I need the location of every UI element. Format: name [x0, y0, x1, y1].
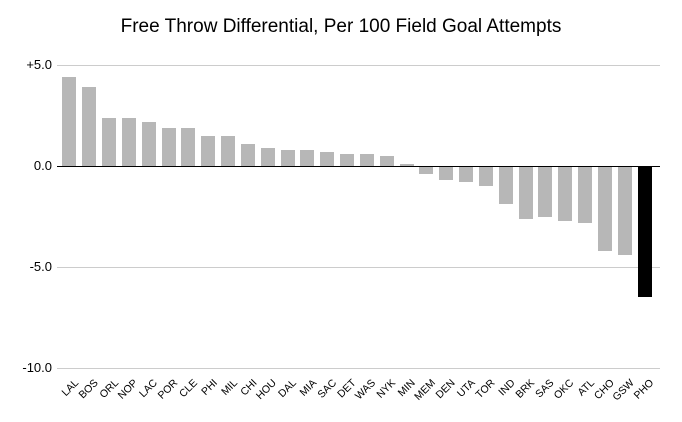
bar-cho — [597, 166, 612, 251]
x-axis-label-bos: BOS — [76, 377, 101, 402]
x-axis-label-ind: IND — [495, 377, 518, 399]
x-axis-label-uta: UTA — [454, 377, 478, 400]
bar-nop — [121, 117, 136, 166]
x-axis-label-cle: CLE — [176, 377, 200, 400]
x-axis-label-orl: ORL — [96, 377, 121, 401]
bar-mia — [300, 149, 315, 166]
bar-lac — [141, 121, 156, 166]
bar-den — [439, 166, 454, 181]
x-axis-label-mem: MEM — [412, 377, 438, 403]
bar-chi — [240, 143, 255, 166]
bar-was — [359, 153, 374, 166]
x-axis-label-dal: DAL — [276, 377, 300, 400]
x-axis-label-okc: OKC — [552, 377, 577, 402]
bar-okc — [558, 166, 573, 221]
x-axis-label-was: WAS — [353, 377, 379, 403]
zero-line — [57, 166, 660, 167]
x-axis-label-sas: SAS — [533, 377, 557, 401]
bar-pho — [637, 166, 652, 298]
bar-atl — [578, 166, 593, 223]
bar-min — [399, 164, 414, 166]
x-axis-label-tor: TOR — [473, 377, 498, 402]
x-axis-label-nop: NOP — [115, 377, 141, 402]
x-axis-label-nyk: NYK — [374, 377, 399, 401]
bar-ind — [498, 166, 513, 205]
bar-lal — [62, 77, 77, 166]
x-axis-label-phi: PHI — [198, 377, 220, 398]
bar-hou — [260, 147, 275, 166]
y-axis-tick-label: -5.0 — [29, 259, 52, 274]
bar-orl — [102, 117, 117, 166]
x-axis-label-den: DEN — [433, 377, 458, 402]
x-axis-label-sac: SAC — [314, 377, 339, 401]
bar-por — [161, 127, 176, 166]
chart-title: Free Throw Differential, Per 100 Field G… — [120, 16, 562, 37]
x-axis-label-lac: LAC — [137, 377, 161, 400]
bar-gsw — [617, 166, 632, 255]
bar-cle — [181, 127, 196, 166]
x-axis-label-pho: PHO — [631, 377, 657, 402]
gridline — [57, 267, 660, 268]
gridline — [57, 368, 660, 369]
bar-phi — [201, 135, 216, 166]
bar-sas — [538, 166, 553, 217]
x-axis-label-brk: BRK — [513, 377, 538, 401]
x-axis-label-lal: LAL — [59, 377, 81, 399]
bar-sac — [320, 151, 335, 166]
y-axis-tick-label: +5.0 — [26, 57, 52, 72]
x-axis-label-mil: MIL — [218, 377, 240, 398]
bar-mil — [221, 135, 236, 166]
x-axis-label-mia: MIA — [297, 377, 319, 399]
bar-uta — [459, 166, 474, 183]
bar-mem — [419, 166, 434, 175]
x-axis-label-hou: HOU — [254, 377, 280, 402]
bar-nyk — [379, 155, 394, 166]
x-axis-label-por: POR — [155, 377, 181, 402]
y-axis-tick-label: 0.0 — [33, 158, 52, 173]
bar-det — [340, 153, 355, 166]
bar-tor — [478, 166, 493, 187]
y-axis-tick-label: -10.0 — [22, 360, 52, 375]
x-axis-label-cho: CHO — [591, 377, 617, 402]
x-axis-label-det: DET — [335, 377, 359, 401]
gridline — [57, 65, 660, 66]
bar-dal — [280, 149, 295, 166]
bar-bos — [82, 87, 97, 166]
bar-brk — [518, 166, 533, 219]
x-axis-label-gsw: GSW — [609, 377, 637, 404]
